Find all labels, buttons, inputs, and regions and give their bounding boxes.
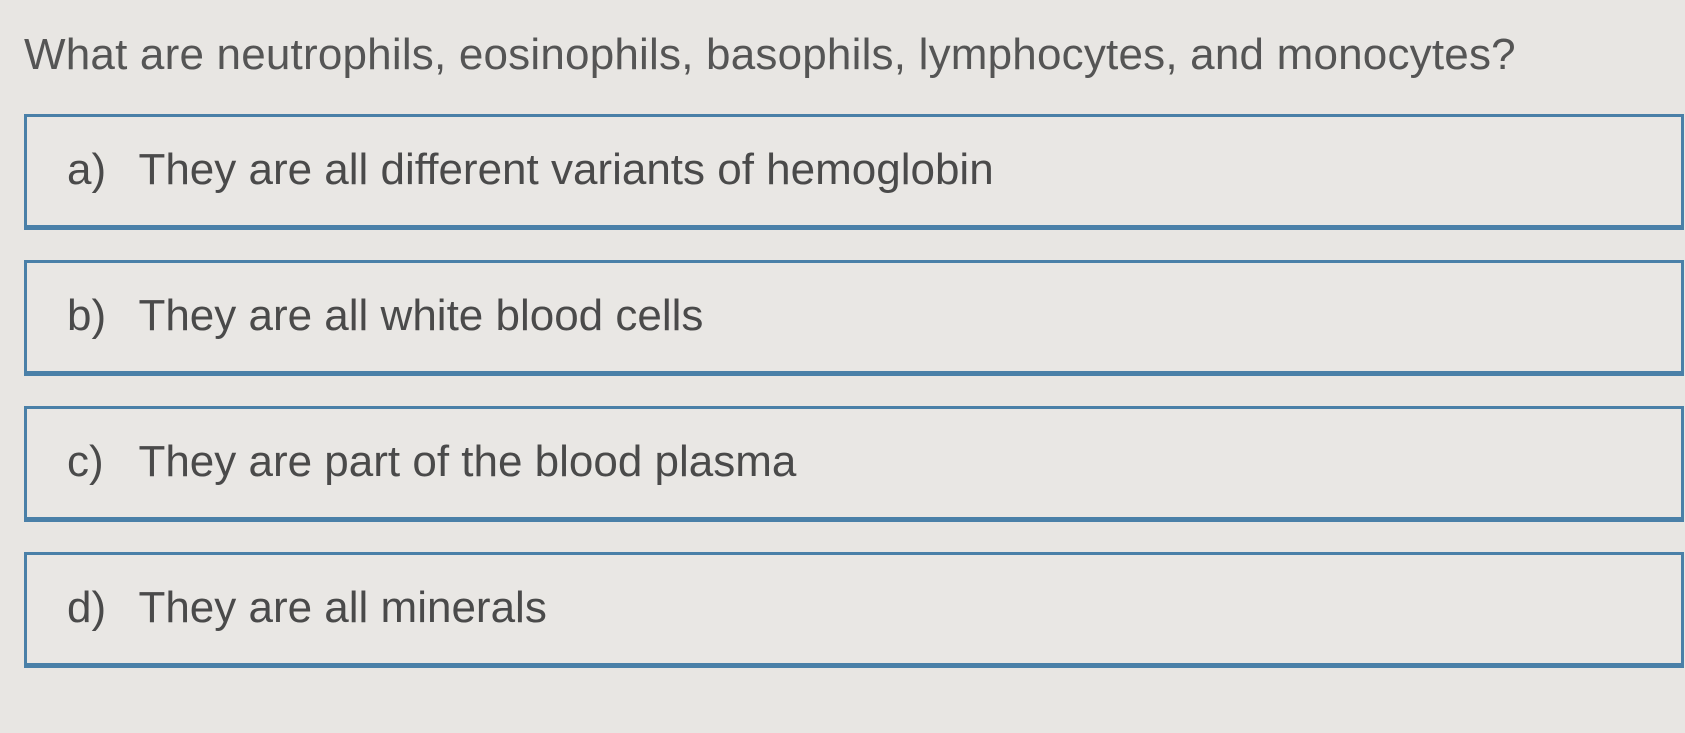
option-letter: c)	[67, 437, 127, 487]
option-text: They are all minerals	[138, 583, 546, 632]
option-text: They are all white blood cells	[138, 291, 703, 340]
option-d[interactable]: d) They are all minerals	[24, 552, 1684, 668]
option-a[interactable]: a) They are all different variants of he…	[24, 114, 1684, 230]
option-letter: d)	[67, 583, 127, 633]
option-letter: a)	[67, 145, 127, 195]
option-b[interactable]: b) They are all white blood cells	[24, 260, 1684, 376]
option-letter: b)	[67, 291, 127, 341]
option-text: They are all different variants of hemog…	[138, 145, 993, 194]
option-c[interactable]: c) They are part of the blood plasma	[24, 406, 1684, 522]
question-text: What are neutrophils, eosinophils, basop…	[24, 30, 1685, 80]
quiz-page: What are neutrophils, eosinophils, basop…	[0, 0, 1685, 668]
option-text: They are part of the blood plasma	[138, 437, 796, 486]
